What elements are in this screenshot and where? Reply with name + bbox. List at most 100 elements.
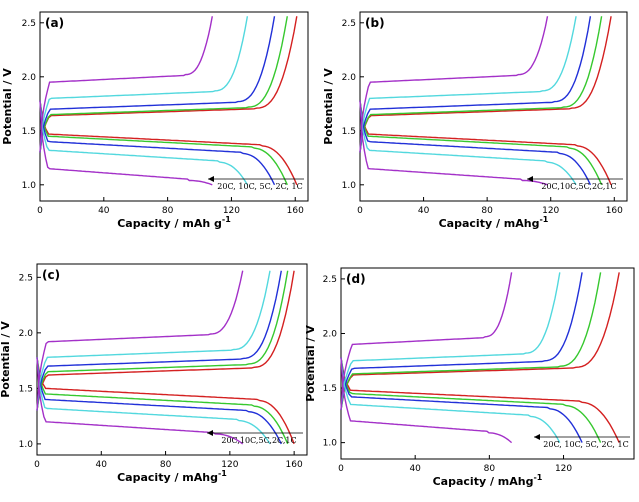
charge-curve-10C — [36, 270, 271, 411]
y-tick-label: 2.5 — [22, 19, 36, 29]
charge-curve-10C — [340, 272, 561, 410]
discharge-curve-1C — [39, 100, 298, 186]
charge-curve-20C — [39, 16, 213, 153]
discharge-curve-5C — [39, 100, 276, 186]
x-tick-label: 0 — [34, 460, 40, 470]
discharge-curve-20C — [39, 100, 213, 186]
discharge-curve-20C — [36, 357, 244, 445]
x-axis-label: Capacity / mAhg-1 — [117, 469, 227, 484]
x-tick-label: 40 — [409, 464, 421, 474]
y-tick-label: 2.5 — [342, 19, 356, 29]
y-tick-label: 1.5 — [342, 127, 356, 137]
x-tick-label: 40 — [96, 460, 108, 470]
y-tick-label: 1.0 — [323, 439, 338, 449]
x-tick-label: 160 — [286, 460, 303, 470]
discharge-curve-2C — [359, 100, 603, 186]
charge-curve-2C — [39, 16, 288, 153]
x-tick-label: 40 — [418, 206, 430, 216]
panel-a: 0 40 80 120 160 1.0 1.5 2.0 2.5 Capacity / mAh g-… — [1, 11, 309, 230]
x-axis-label-sup: -1 — [533, 473, 542, 482]
rate-label: 20C, 10C, 5C, 2C, 1C — [217, 182, 302, 191]
y-axis-label: Potential / V — [0, 321, 12, 398]
x-axis-label-sup: -1 — [222, 215, 231, 224]
discharge-curve-20C — [359, 100, 548, 186]
plot-frame — [359, 11, 628, 202]
rate-arrow-head — [527, 176, 533, 182]
panel-b: 0 40 80 120 160 1.0 1.5 2.0 2.5 Capacity / mAhg-1… — [322, 11, 628, 230]
discharge-curve-1C — [340, 357, 620, 443]
x-tick-label: 120 — [221, 460, 238, 470]
discharge-curve-1C — [359, 100, 612, 186]
discharge-curve-10C — [359, 100, 577, 186]
charge-curve-1C — [340, 272, 620, 411]
rate-arrow-head — [208, 176, 214, 182]
y-tick-label: 1.0 — [22, 181, 37, 191]
y-tick-label: 1.5 — [19, 384, 33, 394]
x-tick-label: 0 — [338, 464, 344, 474]
charge-curve-20C — [359, 16, 549, 153]
charge-curve-1C — [359, 16, 612, 153]
charge-curve-10C — [39, 16, 249, 153]
rate-label: 20C,10C,5C,2C,1C — [221, 436, 296, 445]
charge-curve-2C — [36, 270, 289, 411]
plot-frame — [36, 263, 308, 456]
charge-curve-10C — [359, 16, 577, 153]
discharge-curve-5C — [359, 100, 592, 186]
rate-arrow-head — [207, 430, 213, 436]
x-tick-label: 80 — [484, 464, 496, 474]
x-tick-label: 120 — [555, 464, 572, 474]
rate-arrow-head — [534, 434, 540, 440]
charge-curve-20C — [340, 272, 513, 410]
y-tick-label: 2.0 — [19, 329, 34, 339]
y-tick-label: 1.5 — [323, 384, 337, 394]
y-tick-label: 2.0 — [342, 73, 357, 83]
y-axis-label: Potential / V — [322, 68, 335, 145]
x-tick-label: 120 — [223, 206, 240, 216]
discharge-curve-20C — [340, 357, 513, 444]
discharge-curve-5C — [36, 357, 282, 445]
charge-curve-2C — [340, 272, 602, 411]
panel-d: 0 40 80 120 1.0 1.5 2.0 2.5 Capacity / mAhg-1 Pot… — [304, 267, 635, 488]
discharge-curve-2C — [340, 357, 602, 443]
charge-curve-1C — [36, 270, 295, 411]
y-tick-label: 1.0 — [19, 440, 34, 450]
discharge-curve-5C — [340, 357, 583, 443]
x-tick-label: 80 — [481, 206, 493, 216]
panel-letter: (d) — [346, 272, 366, 286]
y-axis-label: Potential / V — [304, 325, 317, 402]
y-tick-label: 2.0 — [22, 73, 37, 83]
discharge-curve-2C — [36, 357, 289, 445]
rate-label: 20C,10C,5C,2C,1C — [541, 182, 616, 191]
charge-curve-1C — [39, 16, 298, 153]
x-axis-label: Capacity / mAh g-1 — [117, 215, 231, 230]
y-tick-label: 2.0 — [323, 329, 338, 339]
x-axis-label-sup: -1 — [218, 469, 227, 478]
x-tick-label: 120 — [542, 206, 559, 216]
y-tick-label: 1.5 — [22, 127, 36, 137]
charge-curve-2C — [359, 16, 603, 153]
discharge-curve-10C — [340, 357, 561, 443]
discharge-curve-1C — [36, 357, 295, 445]
x-tick-label: 160 — [287, 206, 304, 216]
charge-curve-5C — [359, 16, 592, 153]
panel-letter: (a) — [45, 16, 64, 30]
y-tick-label: 2.5 — [19, 273, 33, 283]
rate-label: 20C, 10C, 5C, 2C, 1C — [543, 440, 628, 449]
x-tick-label: 40 — [98, 206, 110, 216]
x-tick-label: 80 — [160, 460, 172, 470]
panel-letter: (c) — [42, 268, 60, 282]
panel-letter: (b) — [365, 16, 385, 30]
x-tick-label: 0 — [37, 206, 43, 216]
x-axis-label: Capacity / mAhg-1 — [433, 473, 543, 488]
charge-curve-5C — [36, 270, 282, 411]
y-axis-label: Potential / V — [1, 68, 14, 145]
x-tick-label: 160 — [606, 206, 623, 216]
x-tick-label: 0 — [357, 206, 363, 216]
x-tick-label: 80 — [162, 206, 174, 216]
charge-curve-5C — [39, 16, 276, 153]
discharge-curve-10C — [39, 100, 248, 186]
x-axis-label: Capacity / mAhg-1 — [439, 215, 549, 230]
x-axis-label-sup: -1 — [539, 215, 548, 224]
y-tick-label: 1.0 — [342, 181, 357, 191]
panel-c: 0 40 80 120 160 1.0 1.5 2.0 2.5 Capacity / mAhg-1… — [0, 263, 308, 484]
